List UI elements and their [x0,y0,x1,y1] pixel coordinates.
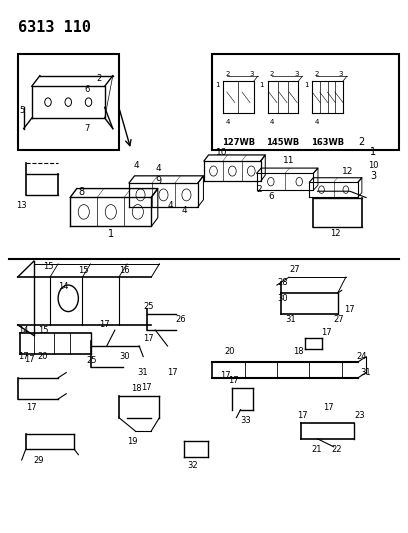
Text: 20: 20 [224,347,235,356]
Text: 31: 31 [285,315,296,324]
Text: 17: 17 [297,410,308,419]
Text: 2: 2 [257,185,262,194]
Text: 17: 17 [24,355,34,364]
Text: 17: 17 [18,352,28,361]
Text: 17: 17 [322,328,332,337]
Text: 17: 17 [168,368,178,377]
Text: 163WB: 163WB [311,138,344,147]
Text: 6313 110: 6313 110 [18,20,91,35]
Text: 4: 4 [133,161,139,171]
Text: 31: 31 [360,368,370,377]
Text: 2: 2 [315,71,319,77]
Text: 2: 2 [358,136,364,147]
Text: 5: 5 [20,106,25,115]
Text: 25: 25 [86,356,97,365]
Text: 1: 1 [370,147,376,157]
Text: 12: 12 [330,229,340,238]
Text: 2: 2 [270,71,274,77]
Text: 6: 6 [269,192,275,200]
Text: 31: 31 [137,368,148,377]
Text: 3: 3 [294,71,299,77]
Text: 1: 1 [304,82,309,88]
Text: 17: 17 [143,334,154,343]
Text: 2: 2 [225,71,230,77]
Text: 27: 27 [334,315,344,324]
Text: 15: 15 [44,262,54,271]
Text: 11: 11 [283,156,295,165]
Text: 30: 30 [277,294,288,303]
Bar [212,54,399,150]
Text: 22: 22 [332,445,342,454]
Text: 18: 18 [131,384,142,393]
Text: 4: 4 [182,206,187,215]
Text: 7: 7 [84,124,90,133]
Text: 24: 24 [356,352,366,361]
Text: 28: 28 [277,278,288,287]
Text: 30: 30 [119,352,129,361]
Text: 9: 9 [155,176,162,187]
Text: 17: 17 [141,383,152,392]
Text: 20: 20 [38,352,49,361]
Text: 17: 17 [344,304,355,313]
Text: 17: 17 [220,371,231,380]
Text: 3: 3 [250,71,254,77]
Text: 17: 17 [324,402,334,411]
Text: 10: 10 [368,161,379,171]
Bar [18,54,119,150]
Text: 18: 18 [293,347,304,356]
Text: 145WB: 145WB [266,138,299,147]
Text: 17: 17 [99,320,109,329]
Text: 26: 26 [175,315,186,324]
Text: 15: 15 [78,266,89,276]
Text: 13: 13 [16,201,27,210]
Text: 17: 17 [26,402,36,411]
Text: 2: 2 [97,74,102,83]
Text: 17: 17 [228,376,239,385]
Text: 4: 4 [315,119,319,125]
Text: 3: 3 [339,71,343,77]
Text: 6: 6 [84,85,90,93]
Text: 1: 1 [260,82,264,88]
Text: 25: 25 [143,302,154,311]
Text: 32: 32 [188,461,198,470]
Text: 14: 14 [58,282,69,292]
Text: 1: 1 [215,82,220,88]
Text: 16: 16 [119,266,129,276]
Text: 4: 4 [155,164,161,173]
Text: 10: 10 [216,148,228,157]
Text: 8: 8 [78,187,84,197]
Text: 14: 14 [18,326,28,335]
Text: 12: 12 [342,167,353,176]
Text: 23: 23 [354,410,365,419]
Text: 21: 21 [311,445,322,454]
Text: 127WB: 127WB [222,138,255,147]
Text: 29: 29 [34,456,44,465]
Text: 27: 27 [289,265,300,274]
Text: 1: 1 [108,229,114,239]
Text: 33: 33 [240,416,251,425]
Text: 19: 19 [127,437,137,446]
Text: 15: 15 [38,326,49,335]
Text: 3: 3 [370,171,376,181]
Text: 4: 4 [225,119,230,125]
Text: 4: 4 [168,201,173,210]
Text: 4: 4 [270,119,274,125]
